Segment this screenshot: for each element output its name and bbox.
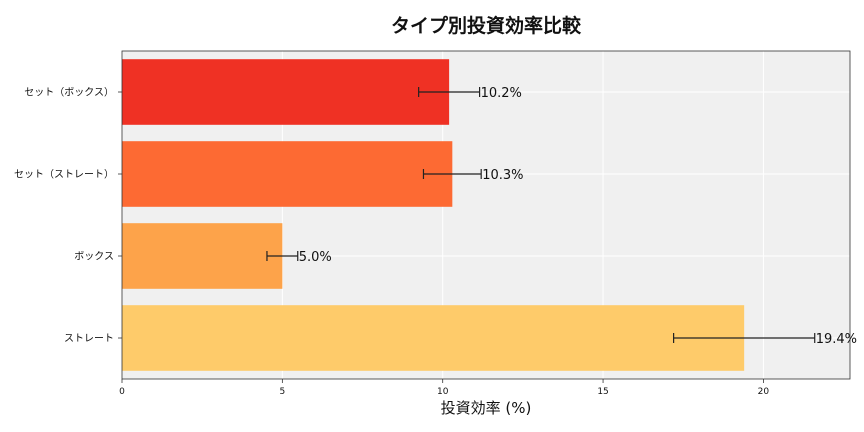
data-label: 10.3% (482, 168, 523, 183)
bar (122, 59, 450, 125)
data-label: 10.2% (481, 86, 522, 101)
error-bar (422, 169, 482, 179)
bars (122, 59, 745, 371)
error-bar (418, 87, 481, 97)
data-label: 5.0% (299, 250, 332, 265)
category-label: ボックス (74, 251, 114, 263)
x-tick-label: 10 (437, 387, 449, 397)
category-label: セット（ボックス） (24, 87, 114, 99)
category-label: セット（ストレート） (14, 169, 114, 181)
chart-title: タイプ別投資効率比較 (391, 14, 582, 37)
error-bar (266, 251, 299, 261)
x-tick-label: 0 (119, 387, 125, 397)
x-axis-label: 投資効率 (%) (441, 399, 532, 417)
data-label: 19.4% (816, 332, 857, 347)
error-bars (266, 87, 816, 343)
error-bar (673, 333, 816, 343)
bar (122, 141, 453, 207)
x-tick-label: 15 (597, 387, 608, 397)
bar (122, 305, 745, 371)
x-tick-label: 20 (758, 387, 770, 397)
bar (122, 223, 283, 289)
x-tick-label: 5 (279, 387, 285, 397)
x-ticks: 0 5 10 15 20 (119, 379, 769, 397)
plot-frame (121, 50, 851, 380)
category-label: ストレート (64, 334, 114, 345)
data-labels: 10.2% 10.3% 5.0% 19.4% (299, 86, 857, 347)
